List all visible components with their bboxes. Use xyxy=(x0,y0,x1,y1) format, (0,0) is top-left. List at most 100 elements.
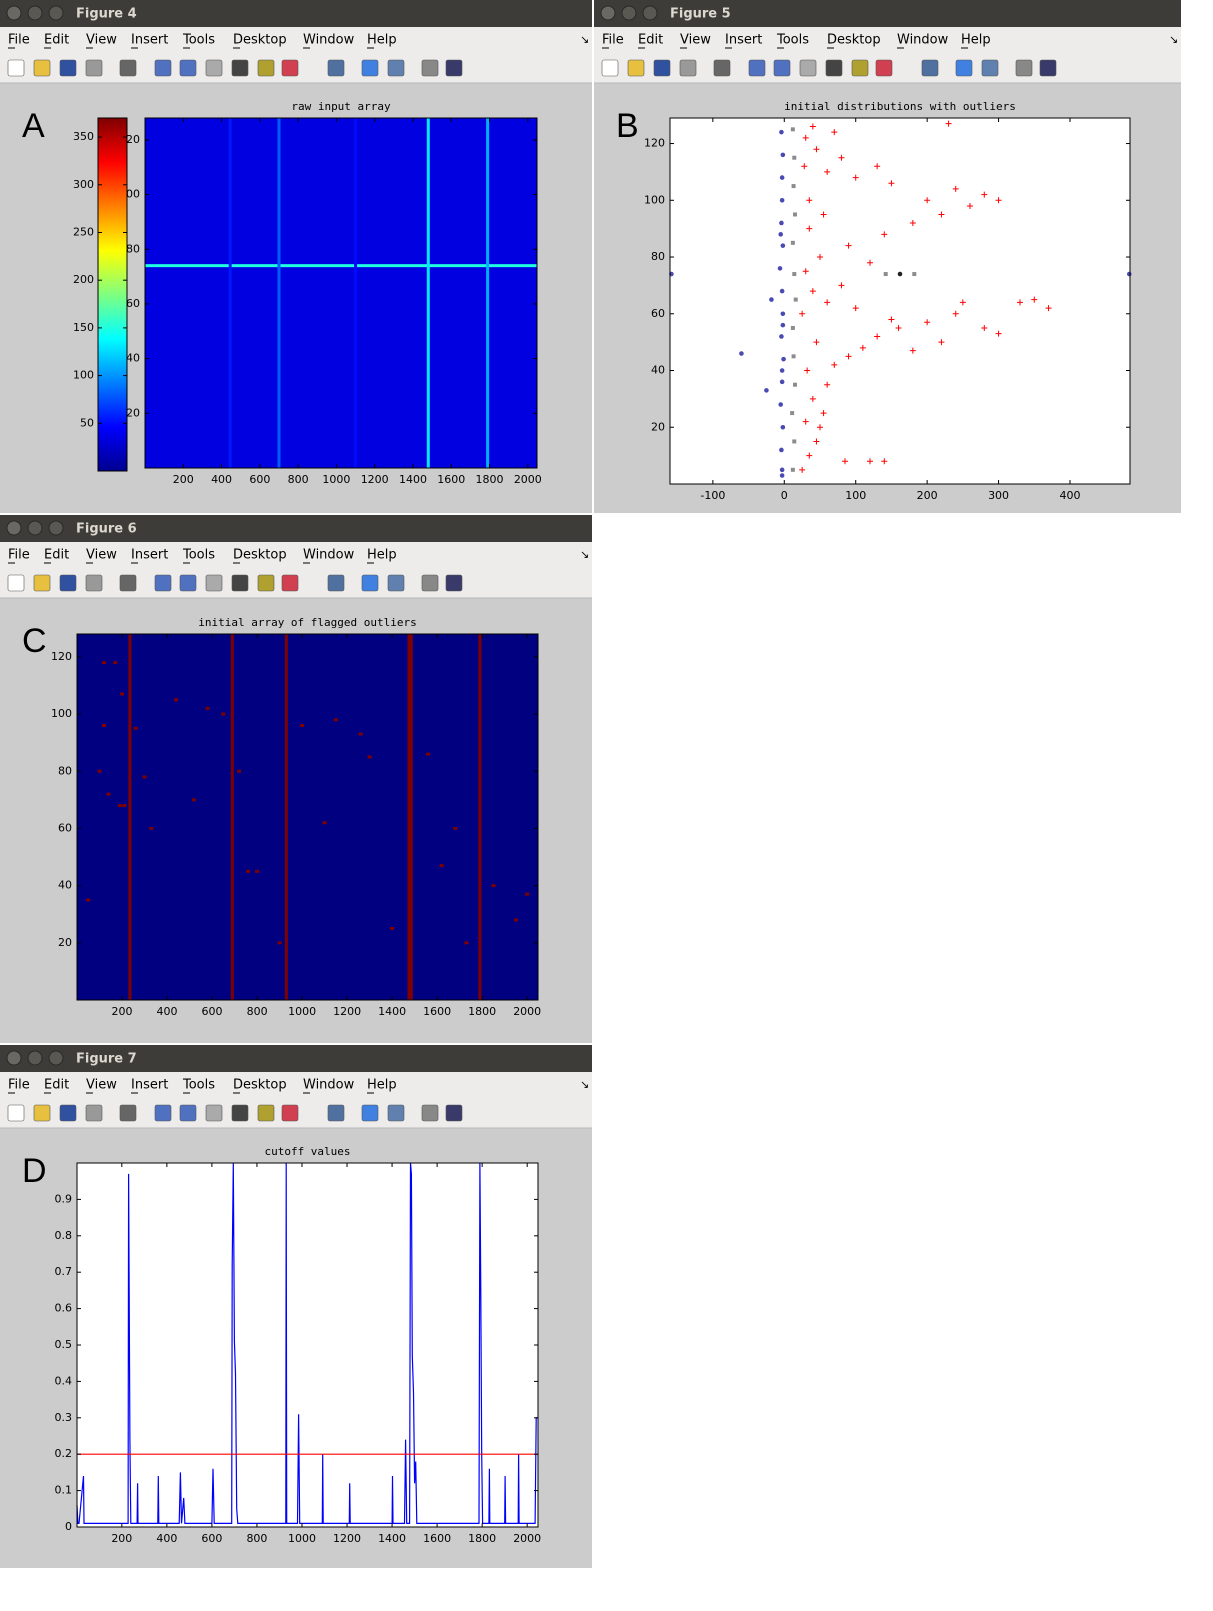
toolbar-button[interactable] xyxy=(119,59,137,77)
toolbar-button[interactable] xyxy=(601,59,619,77)
toolbar-button[interactable] xyxy=(327,574,345,592)
menu-item[interactable]: File xyxy=(8,548,30,563)
toolbar-button[interactable] xyxy=(205,574,223,592)
toolbar-button[interactable] xyxy=(713,59,731,77)
toolbar-button[interactable] xyxy=(361,1104,379,1122)
menu-item[interactable]: File xyxy=(8,33,30,48)
menu-item[interactable]: File xyxy=(8,1078,30,1093)
menu-item[interactable]: Desktop xyxy=(233,548,287,563)
menu-item[interactable]: Insert xyxy=(131,548,168,563)
toolbar-button[interactable] xyxy=(387,59,405,77)
menu-item[interactable]: File xyxy=(602,33,624,48)
menu-item[interactable]: View xyxy=(86,33,117,48)
menu-item[interactable]: Insert xyxy=(131,1078,168,1093)
toolbar-button[interactable] xyxy=(679,59,697,77)
toolbar-button[interactable] xyxy=(59,59,77,77)
toolbar-button[interactable] xyxy=(7,574,25,592)
toolbar-button[interactable] xyxy=(281,574,299,592)
toolbar-button[interactable] xyxy=(387,574,405,592)
toolbar-button[interactable] xyxy=(627,59,645,77)
toolbar-button[interactable] xyxy=(231,1104,249,1122)
scatter-point xyxy=(780,243,786,248)
toolbar-button[interactable] xyxy=(981,59,999,77)
toolbar-button[interactable] xyxy=(361,59,379,77)
toolbar-button[interactable] xyxy=(445,574,463,592)
menu-item[interactable]: Tools xyxy=(182,548,215,563)
toolbar-button[interactable] xyxy=(1039,59,1057,77)
toolbar-button[interactable] xyxy=(231,574,249,592)
menu-item[interactable]: Window xyxy=(303,33,355,48)
toolbar-button[interactable] xyxy=(281,1104,299,1122)
menu-item[interactable]: View xyxy=(86,548,117,563)
toolbar-button[interactable] xyxy=(85,59,103,77)
menu-item[interactable]: Edit xyxy=(638,33,663,48)
toolbar-button[interactable] xyxy=(231,59,249,77)
toolbar-button[interactable] xyxy=(445,59,463,77)
toolbar-button[interactable] xyxy=(33,1104,51,1122)
toolbar-button[interactable] xyxy=(257,59,275,77)
menu-item[interactable]: Edit xyxy=(44,33,69,48)
menu-item[interactable]: Edit xyxy=(44,1078,69,1093)
toolbar-button[interactable] xyxy=(33,59,51,77)
toolbar-button[interactable] xyxy=(59,574,77,592)
toolbar-button[interactable] xyxy=(421,59,439,77)
menu-item[interactable]: Help xyxy=(367,1078,397,1093)
menu-item[interactable]: Window xyxy=(303,1078,355,1093)
toolbar-button[interactable] xyxy=(59,1104,77,1122)
toolbar-button[interactable] xyxy=(154,574,172,592)
toolbar-button[interactable] xyxy=(257,574,275,592)
toolbar-button[interactable] xyxy=(7,1104,25,1122)
toolbar-button[interactable] xyxy=(257,1104,275,1122)
menu-item[interactable]: View xyxy=(86,1078,117,1093)
menu-item[interactable]: Tools xyxy=(182,1078,215,1093)
toolbar-button[interactable] xyxy=(653,59,671,77)
toolbar-button[interactable] xyxy=(799,59,817,77)
scatter-point xyxy=(817,254,823,261)
toolbar-button[interactable] xyxy=(179,574,197,592)
x-tick-label: 1800 xyxy=(476,473,504,486)
toolbar-button[interactable] xyxy=(387,1104,405,1122)
toolbar-button[interactable] xyxy=(1015,59,1033,77)
menu-item[interactable]: Window xyxy=(303,548,355,563)
toolbar-button[interactable] xyxy=(154,1104,172,1122)
toolbar-button[interactable] xyxy=(421,574,439,592)
toolbar-button[interactable] xyxy=(119,574,137,592)
heatmap-cell xyxy=(300,724,305,727)
toolbar-button[interactable] xyxy=(748,59,766,77)
toolbar-button[interactable] xyxy=(154,59,172,77)
menu-item[interactable]: Help xyxy=(961,33,991,48)
toolbar-button[interactable] xyxy=(955,59,973,77)
menu-item[interactable]: Edit xyxy=(44,548,69,563)
toolbar-button[interactable] xyxy=(361,574,379,592)
toolbar-button[interactable] xyxy=(825,59,843,77)
toolbar-button[interactable] xyxy=(119,1104,137,1122)
menu-item[interactable]: View xyxy=(680,33,711,48)
toolbar-button[interactable] xyxy=(327,1104,345,1122)
menu-item[interactable]: Desktop xyxy=(827,33,881,48)
menu-item[interactable]: Tools xyxy=(182,33,215,48)
toolbar-button[interactable] xyxy=(205,59,223,77)
toolbar-button[interactable] xyxy=(85,574,103,592)
toolbar-button[interactable] xyxy=(421,1104,439,1122)
toolbar-button[interactable] xyxy=(7,59,25,77)
toolbar-button[interactable] xyxy=(921,59,939,77)
menu-item[interactable]: Insert xyxy=(725,33,762,48)
toolbar-button[interactable] xyxy=(851,59,869,77)
menu-item[interactable]: Insert xyxy=(131,33,168,48)
menu-item[interactable]: Desktop xyxy=(233,33,287,48)
toolbar-button[interactable] xyxy=(281,59,299,77)
toolbar-button[interactable] xyxy=(205,1104,223,1122)
toolbar-button[interactable] xyxy=(875,59,893,77)
toolbar-button[interactable] xyxy=(179,1104,197,1122)
toolbar-button[interactable] xyxy=(179,59,197,77)
toolbar-button[interactable] xyxy=(773,59,791,77)
menu-item[interactable]: Desktop xyxy=(233,1078,287,1093)
toolbar-button[interactable] xyxy=(85,1104,103,1122)
toolbar-button[interactable] xyxy=(33,574,51,592)
toolbar-button[interactable] xyxy=(445,1104,463,1122)
toolbar-button[interactable] xyxy=(327,59,345,77)
menu-item[interactable]: Help xyxy=(367,548,397,563)
menu-item[interactable]: Window xyxy=(897,33,949,48)
menu-item[interactable]: Tools xyxy=(776,33,809,48)
menu-item[interactable]: Help xyxy=(367,33,397,48)
